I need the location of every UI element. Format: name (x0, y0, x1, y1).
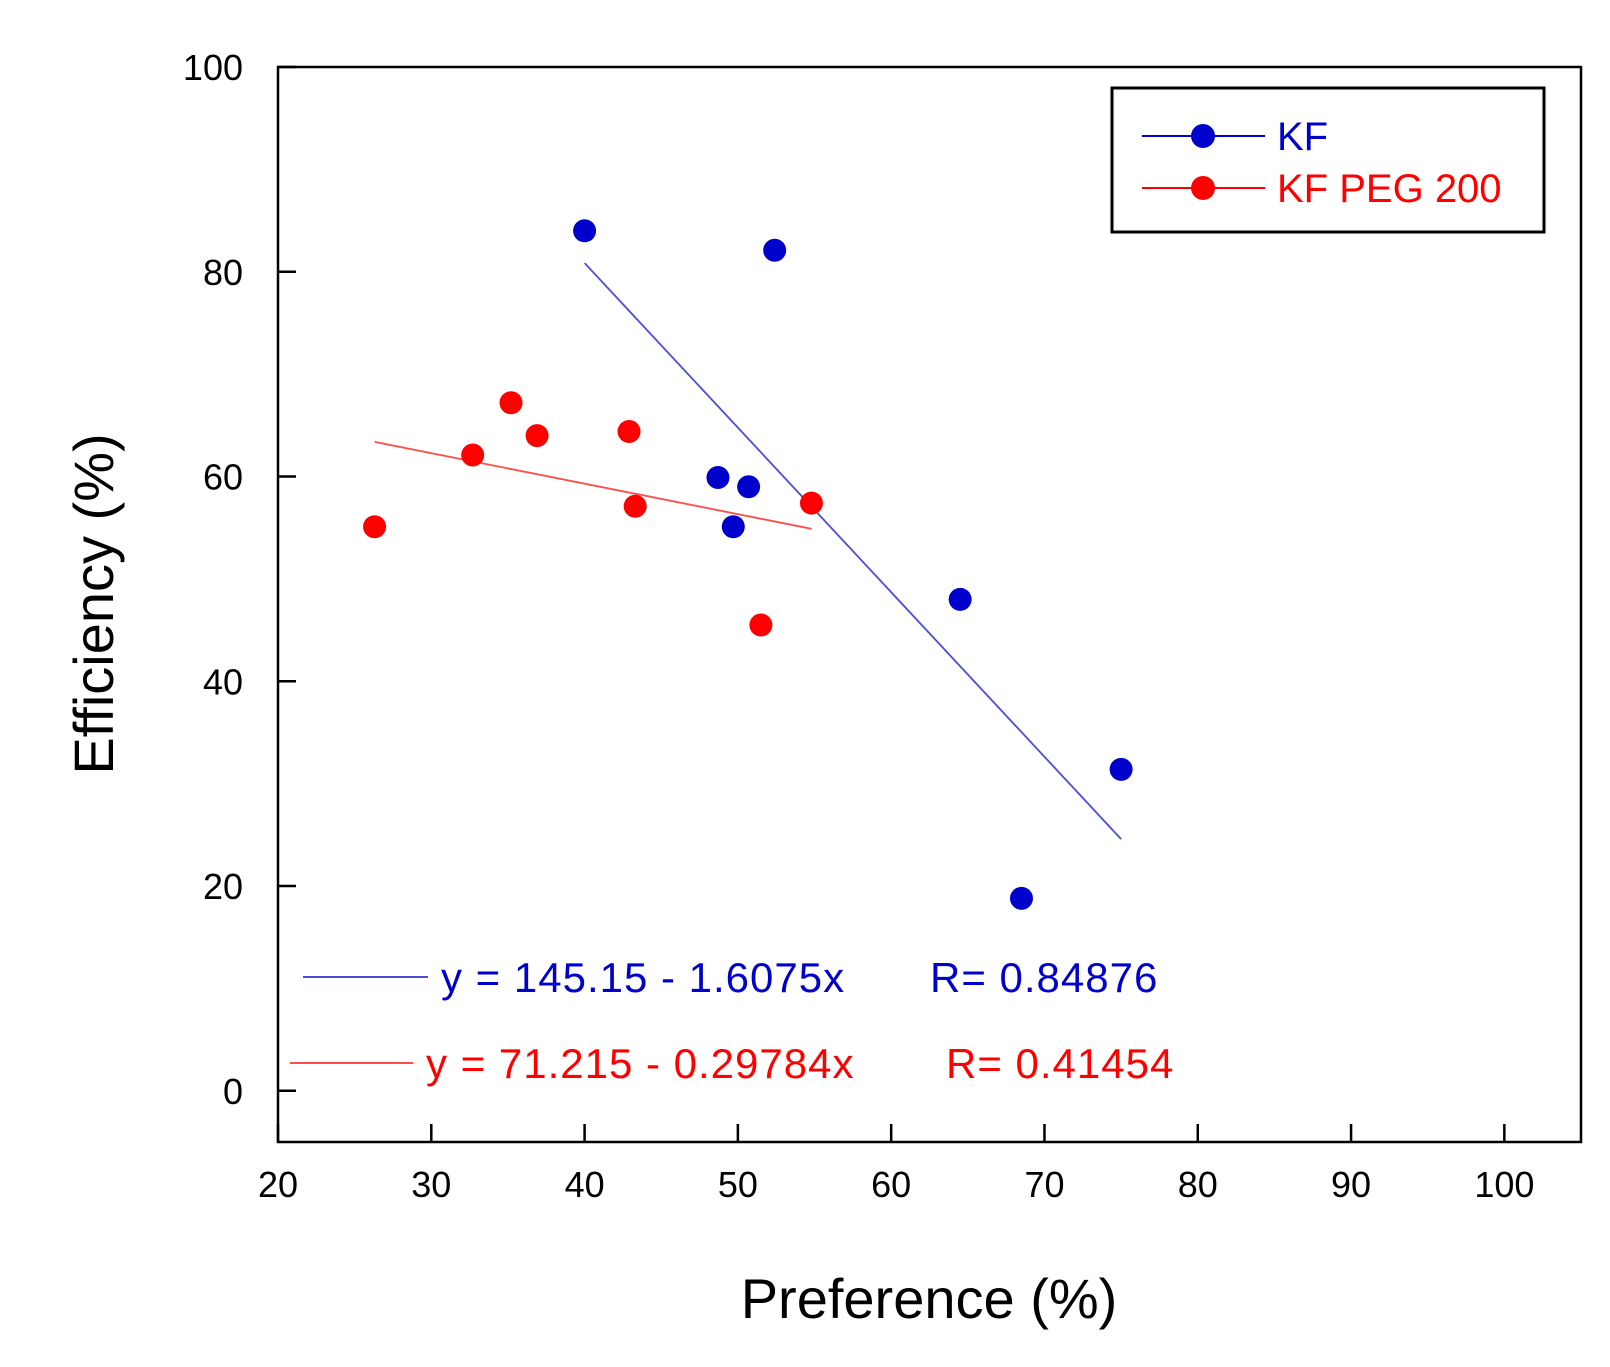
x-axis-label: Preference (%) (741, 1267, 1118, 1330)
legend-marker-kf (1191, 124, 1215, 148)
point-kf-peg-200 (749, 613, 773, 637)
x-tick-label: 50 (718, 1164, 758, 1205)
point-kf-peg-200 (617, 419, 641, 443)
legend-marker-kf-peg-200 (1191, 176, 1215, 200)
x-tick-label: 80 (1178, 1164, 1218, 1205)
legend-label-kf-peg-200: KF PEG 200 (1277, 167, 1502, 211)
point-kf (573, 219, 597, 243)
point-kf-peg-200 (461, 443, 485, 467)
y-tick-label: 80 (203, 252, 243, 293)
x-tick-label: 90 (1331, 1164, 1371, 1205)
y-tick-label: 60 (203, 457, 243, 498)
point-kf (737, 475, 761, 499)
legend: KF KF PEG 200 (1110, 86, 1546, 234)
point-kf-peg-200 (623, 494, 647, 518)
point-kf (1009, 886, 1033, 910)
fit-equations: y = 145.15 - 1.6075x R= 0.84876 y = 71.2… (290, 954, 1174, 1087)
x-tick-label: 70 (1024, 1164, 1064, 1205)
r-value-kf-peg-200: R= 0.41454 (946, 1040, 1174, 1087)
r-value-kf: R= 0.84876 (930, 954, 1158, 1001)
point-kf (1109, 757, 1133, 781)
y-axis-label: Efficiency (%) (62, 433, 125, 774)
plot-frame (276, 65, 1583, 1144)
fit-line-kf-peg-200 (374, 441, 812, 530)
point-kf-peg-200 (525, 424, 549, 448)
legend-label-kf: KF (1277, 115, 1328, 159)
x-tick-label: 20 (258, 1164, 298, 1205)
x-tick-label: 60 (871, 1164, 911, 1205)
y-tick-label: 20 (203, 866, 243, 907)
legend-box (1110, 86, 1546, 234)
point-kf (721, 515, 745, 539)
data-points (363, 219, 1133, 910)
x-tick-label: 100 (1474, 1164, 1534, 1205)
point-kf (706, 466, 730, 490)
fit-lines (374, 262, 1122, 840)
equation-kf: y = 145.15 - 1.6075x (441, 954, 845, 1001)
point-kf (948, 587, 972, 611)
y-tick-label: 0 (223, 1071, 243, 1112)
x-tick-label: 30 (411, 1164, 451, 1205)
point-kf (763, 238, 787, 262)
fit-line-kf (583, 262, 1122, 840)
point-kf-peg-200 (363, 515, 387, 539)
y-tick-label: 100 (183, 47, 243, 88)
point-kf-peg-200 (799, 491, 823, 515)
equation-kf-peg-200: y = 71.215 - 0.29784x (426, 1040, 854, 1087)
point-kf-peg-200 (499, 391, 523, 415)
axis-ticks: 20 30 40 50 60 70 80 90 100 0 20 40 60 80 100 (183, 47, 1534, 1205)
x-tick-label: 40 (565, 1164, 605, 1205)
y-tick-label: 40 (203, 661, 243, 702)
